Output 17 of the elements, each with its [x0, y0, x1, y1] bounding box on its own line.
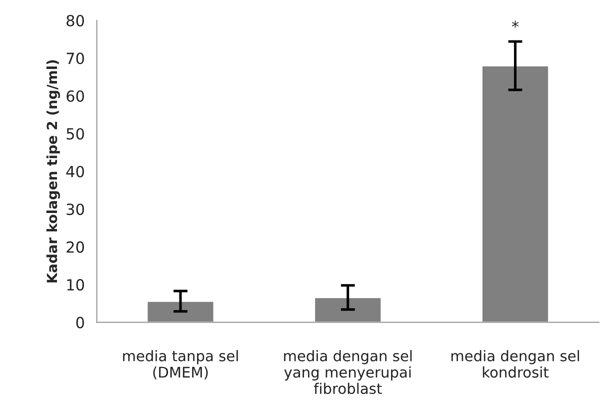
- y-tick-label: 60: [66, 90, 84, 102]
- bar: [481, 64, 550, 322]
- annotation: *: [512, 20, 519, 28]
- y-tick-label: 20: [66, 241, 84, 253]
- bar: [314, 296, 382, 322]
- x-tick-label: media tanpa sel (DMEM): [123, 350, 238, 380]
- y-tick-label: 0: [76, 316, 84, 328]
- y-tick-label: 50: [66, 128, 84, 140]
- x-tick-label: media dengan sel kondrosit: [451, 350, 579, 378]
- y-tick-label: 30: [66, 204, 84, 216]
- y-tick-label: 70: [66, 52, 84, 64]
- y-tick-label: 80: [66, 14, 84, 26]
- y-tick-label: 10: [67, 279, 84, 291]
- bar: [146, 300, 215, 322]
- x-tick-label: media dengan sel yang menyerupai fibroblast: [284, 350, 412, 394]
- y-axis-title: Kadar kolagen tipe 2 (ng/ml): [46, 60, 60, 282]
- y-tick-label: 40: [66, 166, 84, 178]
